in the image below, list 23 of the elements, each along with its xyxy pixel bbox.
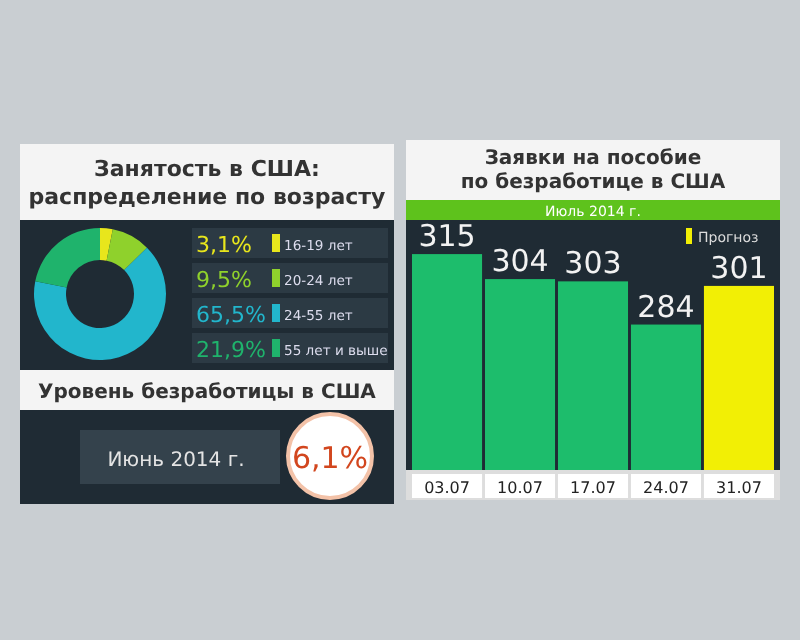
- donut-slice: [106, 229, 147, 271]
- data-label: 315: [418, 218, 476, 255]
- donut-slice: [100, 228, 113, 261]
- data-label: 304: [491, 243, 549, 280]
- x-tick-label: 03.07: [424, 479, 470, 497]
- x-tick-label: 31.07: [716, 479, 762, 497]
- data-label: 284: [637, 288, 695, 325]
- text: Уровень безработицы в США: [38, 382, 377, 404]
- chart-title: Заявки на пособие по безработице в США: [460, 148, 726, 194]
- x-tick-label: 17.07: [570, 479, 616, 497]
- data-label: 65,5%: [196, 302, 266, 328]
- data-label: 301: [710, 249, 768, 286]
- data-label: 3,1%: [196, 232, 252, 258]
- text: Июнь 2014 г.: [107, 450, 245, 472]
- x-tick-label: 24.07: [643, 479, 689, 497]
- chart-title: Занятость в США: распределение по возрасту: [28, 156, 386, 210]
- text: 6,1%: [291, 440, 369, 476]
- data-label: 303: [564, 245, 622, 282]
- x-tick-label: 10.07: [497, 479, 543, 497]
- data-label: 9,5%: [196, 267, 252, 293]
- donut-slice: [34, 247, 166, 360]
- data-label: 21,9%: [196, 337, 266, 363]
- donut-slice: [35, 228, 100, 288]
